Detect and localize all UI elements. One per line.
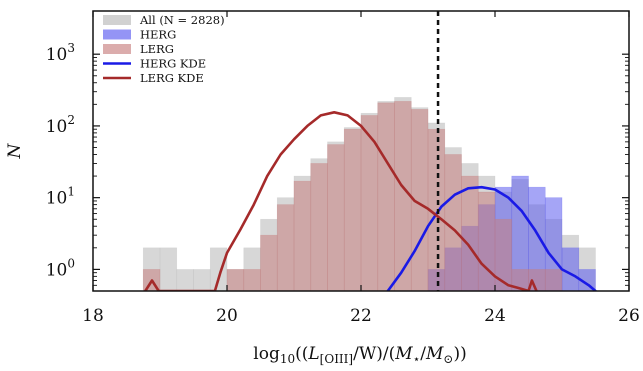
legend-label-herg: HERG xyxy=(140,28,176,42)
lerg-bar xyxy=(377,102,395,291)
all-bar xyxy=(176,269,194,291)
lerg-bar xyxy=(494,218,513,291)
axis-ticks: 18 20 22 24 26 100 101 102 103 xyxy=(46,11,640,326)
x-tick-label: 22 xyxy=(350,306,372,326)
lerg-kde-line xyxy=(144,111,538,291)
y-tick-label: 101 xyxy=(46,185,75,209)
lerg-bar xyxy=(260,234,278,291)
x-axis-label: log10((L[OIII]/W)/(M⋆/M⊙)) xyxy=(253,344,466,366)
x-tick-label: 20 xyxy=(216,306,238,326)
lerg-bar xyxy=(293,180,312,291)
y-tick-label: 103 xyxy=(46,41,75,65)
lerg-bar xyxy=(310,163,328,291)
legend-label-lerg: LERG xyxy=(140,42,174,56)
legend-label-lerg-kde: LERG KDE xyxy=(140,71,204,85)
legend-swatch-lerg xyxy=(103,44,131,54)
herg-kde-line xyxy=(386,185,597,291)
y-tick-label: 102 xyxy=(46,113,75,137)
lerg-bar xyxy=(276,204,295,291)
lerg-bar xyxy=(544,269,563,291)
kde-curves xyxy=(144,111,597,291)
lerg-bar xyxy=(226,269,245,291)
herg-bar xyxy=(578,269,596,291)
lerg-bar xyxy=(327,144,345,291)
y-axis-label: N xyxy=(5,142,25,159)
lerg-bar xyxy=(477,191,496,291)
all-bar xyxy=(193,269,211,291)
legend-label-all: All (N = 2828) xyxy=(139,13,225,27)
lerg-bar xyxy=(243,269,261,291)
all-bar xyxy=(209,247,228,291)
legend-swatch-herg xyxy=(103,29,131,40)
x-tick-label: 18 xyxy=(82,306,104,326)
y-tick-label: 100 xyxy=(46,256,75,280)
x-tick-label: 26 xyxy=(618,306,640,326)
legend-label-herg-kde: HERG KDE xyxy=(140,57,206,71)
lerg-bar xyxy=(394,101,412,291)
lerg-bar xyxy=(511,269,529,291)
lerg-bar xyxy=(461,175,479,291)
all-bar xyxy=(159,247,178,291)
histogram-bars xyxy=(142,97,596,291)
lerg-bar xyxy=(343,128,362,291)
legend-swatch-all xyxy=(103,15,131,25)
x-tick-label: 24 xyxy=(484,306,506,326)
